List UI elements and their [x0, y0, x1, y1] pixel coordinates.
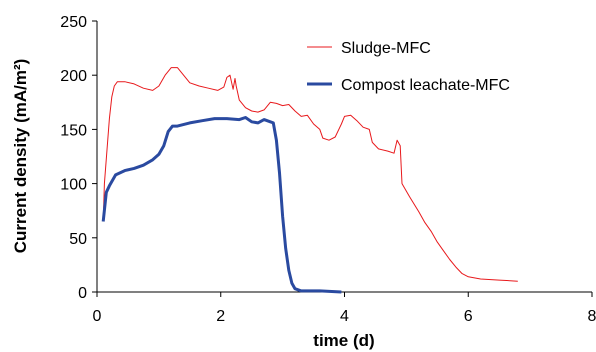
y-tick-label: 250 [60, 14, 87, 31]
x-tick-label: 0 [93, 308, 102, 325]
x-tick-label: 6 [464, 308, 473, 325]
y-tick-label: 200 [60, 68, 87, 85]
series-line-compost-leachate-mfc [101, 116, 342, 294]
y-tick-label: 150 [60, 122, 87, 139]
series-line-sludge-mfc [102, 67, 518, 282]
x-axis-title: time (d) [313, 331, 374, 350]
x-tick-label: 8 [588, 308, 596, 325]
y-tick-label: 0 [78, 285, 87, 302]
legend-label-sludge-mfc: Sludge-MFC [341, 40, 431, 57]
y-axis-ticks: 0 50 100 150 200 250 [60, 14, 97, 302]
x-tick-label: 2 [216, 308, 225, 325]
legend: Sludge-MFC Compost leachate-MFC [307, 40, 510, 94]
x-tick-label: 4 [340, 308, 349, 325]
y-axis-title: Current density (mA/m²) [11, 59, 30, 254]
series-group [101, 67, 518, 294]
y-tick-label: 100 [60, 177, 87, 194]
legend-label-compost-leachate-mfc: Compost leachate-MFC [341, 77, 510, 94]
y-tick-label: 50 [69, 231, 87, 248]
x-axis-ticks: 0 2 4 6 8 [93, 292, 596, 325]
